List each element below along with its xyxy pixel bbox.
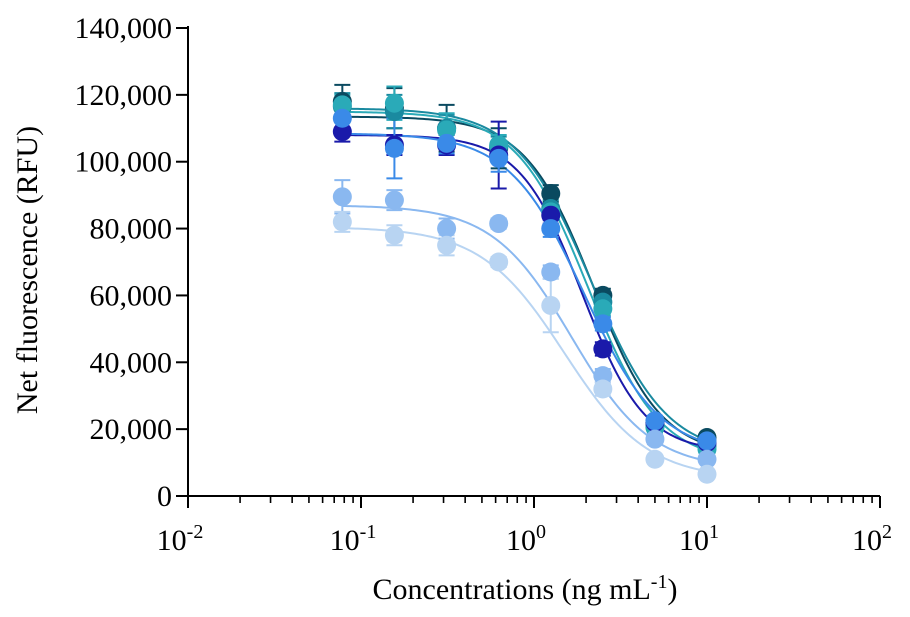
data-point bbox=[332, 122, 352, 142]
data-point bbox=[541, 219, 561, 239]
data-point bbox=[645, 411, 665, 431]
x-axis-title-superscript: -1 bbox=[651, 571, 668, 593]
fit-curve bbox=[342, 132, 708, 444]
x-tick-label: 101 bbox=[679, 521, 719, 557]
x-tick-label: 100 bbox=[506, 521, 546, 557]
y-tick-label: 0 bbox=[157, 480, 172, 513]
data-points bbox=[332, 92, 717, 484]
fit-curve bbox=[342, 115, 708, 446]
axes: 0 20,000 40,000 60,000 80,000 100,000 120,000 1… bbox=[75, 12, 893, 557]
fit-curve bbox=[342, 107, 708, 442]
data-point bbox=[437, 235, 457, 255]
data-point bbox=[593, 339, 613, 359]
data-point bbox=[332, 212, 352, 232]
data-point bbox=[593, 314, 613, 334]
y-tick-label: 60,000 bbox=[90, 279, 173, 312]
data-point bbox=[541, 183, 561, 203]
data-point bbox=[384, 225, 404, 245]
x-tick-label: 10-2 bbox=[157, 521, 204, 557]
data-point bbox=[541, 205, 561, 225]
x-tick-label: 102 bbox=[852, 521, 892, 557]
data-point bbox=[332, 108, 352, 128]
data-point bbox=[489, 252, 509, 272]
x-tick-label: 10-1 bbox=[330, 521, 377, 557]
data-point bbox=[384, 93, 404, 113]
data-point bbox=[593, 379, 613, 399]
fit-curve bbox=[342, 204, 708, 462]
data-point bbox=[697, 449, 717, 469]
data-point bbox=[332, 95, 352, 115]
data-point bbox=[541, 295, 561, 315]
fit-curve bbox=[342, 134, 708, 448]
y-axis-title: Net fluorescence (RFU) bbox=[11, 126, 44, 414]
data-point bbox=[645, 449, 665, 469]
x-axis-title-main: Concentrations (ng mL bbox=[373, 573, 651, 606]
x-axis-title: Concentrations (ng mL-1) bbox=[373, 571, 678, 606]
y-tick-label: 120,000 bbox=[75, 79, 173, 112]
data-point bbox=[489, 214, 509, 234]
data-point bbox=[384, 138, 404, 158]
data-point bbox=[384, 190, 404, 210]
y-tick-label: 80,000 bbox=[90, 213, 173, 246]
data-point bbox=[593, 366, 613, 386]
data-point bbox=[332, 187, 352, 207]
data-point bbox=[697, 431, 717, 451]
data-point bbox=[645, 429, 665, 449]
y-tick-label: 100,000 bbox=[75, 146, 173, 179]
y-tick-label: 140,000 bbox=[75, 12, 173, 45]
x-axis-title-end: ) bbox=[667, 573, 677, 606]
y-tick-label: 40,000 bbox=[90, 346, 173, 379]
data-point bbox=[593, 299, 613, 319]
data-point bbox=[437, 133, 457, 153]
data-point bbox=[541, 262, 561, 282]
data-point bbox=[437, 219, 457, 239]
data-point bbox=[697, 464, 717, 484]
data-point bbox=[489, 148, 509, 168]
y-tick-label: 20,000 bbox=[90, 413, 173, 446]
data-point bbox=[437, 120, 457, 140]
